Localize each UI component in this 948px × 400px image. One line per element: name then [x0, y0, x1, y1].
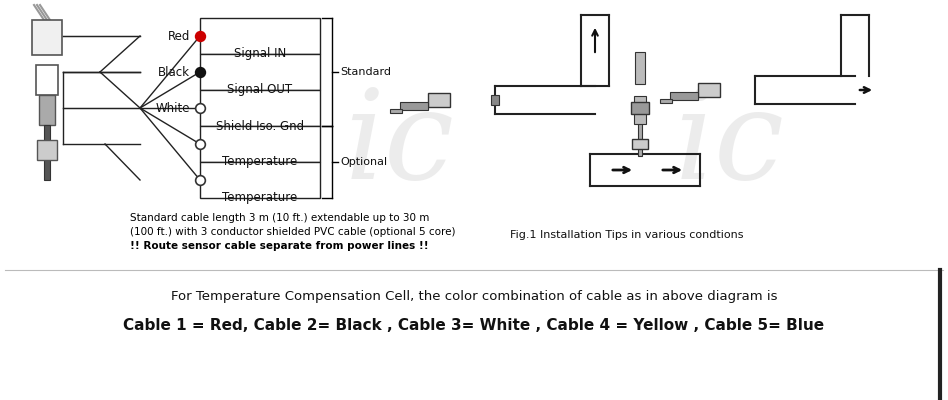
Bar — [37, 140, 57, 160]
Text: Black: Black — [158, 66, 190, 78]
Text: Standard cable length 3 m (10 ft.) extendable up to 30 m: Standard cable length 3 m (10 ft.) exten… — [130, 213, 429, 223]
Bar — [670, 92, 698, 100]
Bar — [39, 95, 55, 125]
Bar — [634, 96, 646, 124]
Bar — [660, 99, 672, 103]
Text: !! Route sensor cable separate from power lines !!: !! Route sensor cable separate from powe… — [130, 241, 428, 251]
Text: Cable 1 = Red, Cable 2= Black , Cable 3= White , Cable 4 = Yellow , Cable 5= Blu: Cable 1 = Red, Cable 2= Black , Cable 3=… — [123, 318, 825, 333]
Bar — [400, 102, 428, 110]
Bar — [32, 20, 62, 55]
Bar — [632, 139, 648, 149]
Bar — [390, 109, 402, 113]
Text: Red: Red — [168, 30, 190, 42]
Bar — [631, 102, 649, 114]
Text: (100 ft.) with 3 conductor shielded PVC cable (optional 5 core): (100 ft.) with 3 conductor shielded PVC … — [130, 227, 455, 237]
Bar — [200, 162, 320, 198]
Bar — [635, 52, 645, 84]
Bar — [36, 65, 58, 95]
Text: Shield Iso. Gnd: Shield Iso. Gnd — [216, 120, 304, 132]
Text: Temperature: Temperature — [223, 156, 298, 168]
Text: Signal OUT: Signal OUT — [228, 84, 293, 96]
Text: ic: ic — [345, 84, 455, 206]
Bar — [200, 18, 320, 54]
Bar — [200, 90, 320, 126]
Bar — [200, 126, 320, 162]
Bar — [428, 93, 450, 107]
Bar — [44, 125, 50, 180]
Text: Standard: Standard — [340, 67, 391, 77]
Text: Fig.1 Installation Tips in various condtions: Fig.1 Installation Tips in various condt… — [510, 230, 743, 240]
Text: White: White — [155, 102, 190, 114]
Bar — [200, 54, 320, 90]
Text: Signal IN: Signal IN — [234, 48, 286, 60]
Bar — [491, 95, 499, 105]
Text: Optional: Optional — [340, 157, 387, 167]
Text: For Temperature Compensation Cell, the color combination of cable as in above di: For Temperature Compensation Cell, the c… — [171, 290, 777, 303]
Text: ic: ic — [675, 84, 785, 206]
Bar — [638, 106, 642, 156]
Text: Temperature: Temperature — [223, 192, 298, 204]
Bar — [698, 83, 720, 97]
